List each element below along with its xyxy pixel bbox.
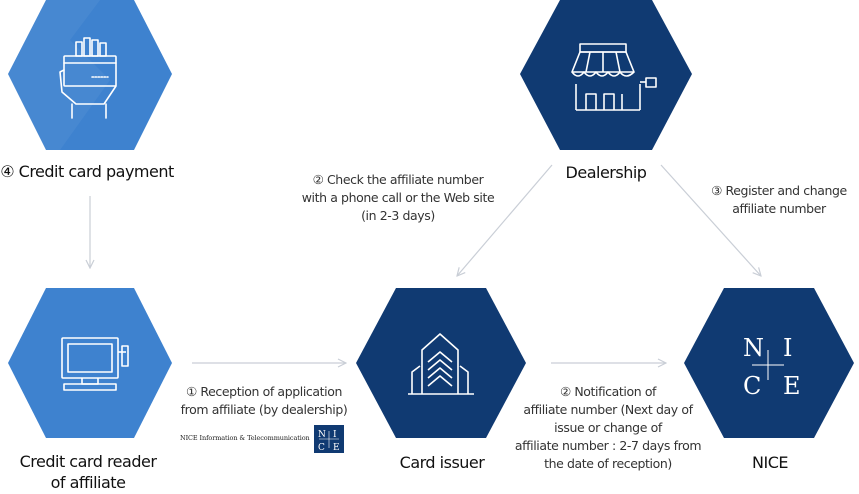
brand-logo-letter-c: C <box>318 443 325 453</box>
note-notification-line4: affiliate number : 2-7 days from <box>514 438 702 453</box>
note-check-line3: (in 2-3 days) <box>361 208 435 223</box>
note-notification-line1: ② Notification of <box>559 384 657 399</box>
hexagon-reader <box>8 288 172 438</box>
note-check-line2: with a phone call or the Web site <box>301 190 495 205</box>
note-check-line1: ② Check the affiliate number <box>312 172 484 187</box>
card-in-hand-icon <box>59 37 117 119</box>
note-notification-line5: the date of reception) <box>544 456 672 471</box>
note-reception-line2: from affiliate (by dealership) <box>180 402 348 417</box>
brand-logo: N I C E <box>314 425 344 453</box>
nice-logo-letter-e: E <box>783 372 801 400</box>
note-notification-line2: affiliate number (Next day of <box>523 402 693 417</box>
issuer-title: Card issuer <box>399 453 485 472</box>
note-register-line1: ③ Register and change <box>711 183 847 198</box>
brand-logo-letter-n: N <box>318 430 326 440</box>
payment-title: ④ Credit card payment <box>0 162 174 181</box>
hexagon-issuer <box>356 288 526 438</box>
nice-title: NICE <box>752 453 788 472</box>
hexagon-payment <box>8 0 172 150</box>
brand-logo-letter-i: I <box>333 430 337 440</box>
nice-logo-letter-i: I <box>783 334 792 362</box>
reader-title-line2: of affiliate <box>50 473 126 492</box>
hexagon-dealership <box>520 0 692 150</box>
nice-logo: N I C E <box>743 334 801 400</box>
reader-title-line1: Credit card reader <box>19 452 157 471</box>
brand-logo-letter-e: E <box>333 443 340 453</box>
hexagon-nice: N I C E <box>684 288 854 438</box>
brand-text: NICE Information & Telecommunication <box>180 434 310 442</box>
nice-logo-letter-c: C <box>743 372 761 400</box>
storefront-icon <box>571 43 657 111</box>
building-icon <box>408 333 474 395</box>
arrow-dealership-to-issuer <box>457 164 553 276</box>
card-terminal-icon <box>61 337 129 391</box>
note-register-line2: affiliate number <box>732 201 826 216</box>
note-reception-line1: ① Reception of application <box>186 384 342 399</box>
dealership-title: Dealership <box>565 163 647 182</box>
arrow-dealership-to-nice <box>660 164 761 276</box>
note-notification-line3: issue or change of <box>554 420 662 435</box>
nice-logo-letter-n: N <box>743 334 764 362</box>
